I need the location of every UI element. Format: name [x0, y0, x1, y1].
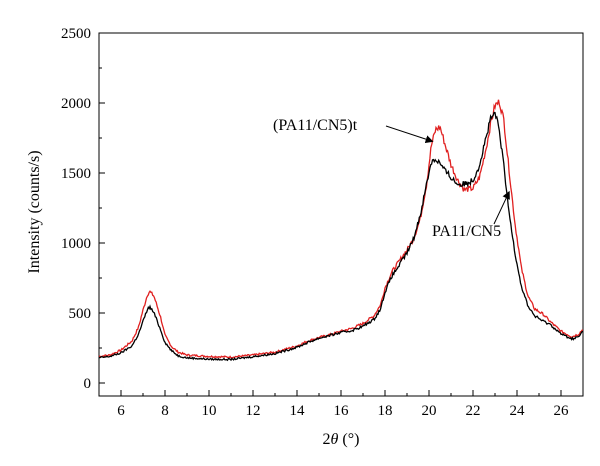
- series-line-pa11-cn5-t: [98, 99, 583, 359]
- annotation-arrow: [385, 125, 434, 144]
- y-axis-title: Intensity (counts/s): [26, 150, 43, 273]
- x-tick-label: 6: [117, 403, 125, 419]
- x-tick-label: 8: [161, 403, 169, 419]
- y-tick-label: 2500: [61, 26, 91, 42]
- y-axis: 0 500 1000 1500 2000 2500: [61, 26, 105, 392]
- y-tick-label: 1000: [61, 236, 91, 252]
- x-tick-label: 20: [422, 403, 437, 419]
- annotation-label: PA11/CN5: [432, 223, 501, 240]
- annotation-arrow: [493, 190, 510, 225]
- x-tick-label: 10: [202, 403, 217, 419]
- x-tick-label: 12: [246, 403, 261, 419]
- series-line-pa11-cn5: [98, 111, 584, 362]
- x-tick-label: 24: [510, 403, 526, 419]
- x-axis-title: 2θ (°): [323, 431, 360, 448]
- x-tick-label: 22: [466, 403, 481, 419]
- x-tick-label: 16: [334, 403, 350, 419]
- plot-frame: [98, 32, 584, 397]
- y-tick-label: 0: [84, 376, 92, 392]
- series-layer: [98, 99, 584, 362]
- x-tick-label: 14: [290, 403, 306, 419]
- y-tick-label: 2000: [61, 96, 91, 112]
- annotation-layer: (PA11/CN5)t PA11/CN5: [273, 117, 510, 240]
- x-tick-label: 26: [554, 403, 570, 419]
- y-tick-label: 1500: [61, 166, 91, 182]
- x-tick-label: 18: [378, 403, 393, 419]
- annotation-label: (PA11/CN5)t: [273, 117, 358, 134]
- y-tick-label: 500: [69, 306, 92, 322]
- x-axis: 6 8 10 12 14 16 18 20 22 24 26: [98, 390, 584, 419]
